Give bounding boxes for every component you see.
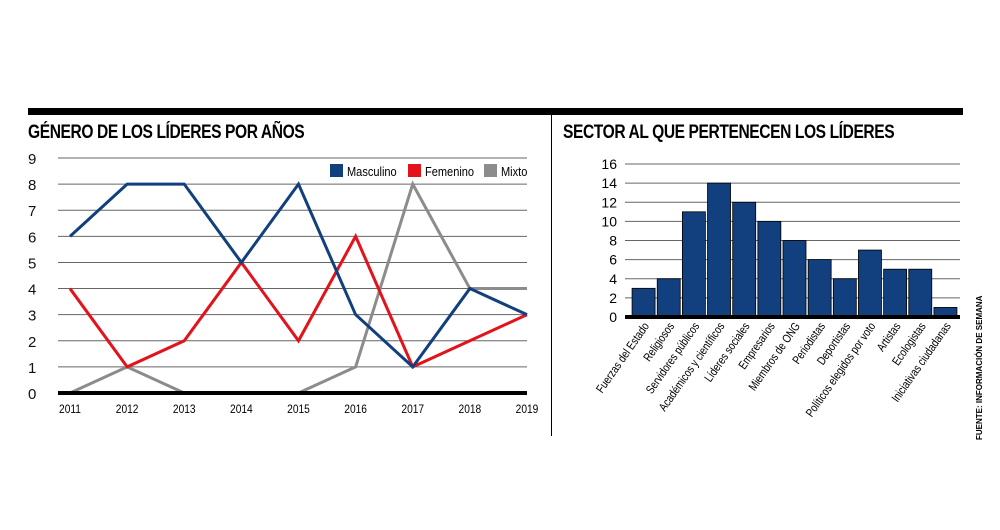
- bar-7: [807, 259, 832, 318]
- y-tick-label: 8: [609, 233, 617, 249]
- x-tick-label: 2011: [59, 403, 81, 416]
- x-tick-label: 2016: [344, 403, 367, 416]
- legend-swatch-femenino: [408, 164, 421, 177]
- x-tick-label: 2013: [173, 403, 196, 416]
- bar-9: [858, 249, 882, 318]
- y-tick-label: 4: [609, 271, 617, 287]
- bar-0: [631, 287, 656, 318]
- y-tick-label: 3: [28, 308, 36, 325]
- bar-4: [732, 201, 757, 318]
- legend-label: Femenino: [425, 164, 474, 179]
- bar-8: [832, 278, 857, 318]
- line-chart-title: GÉNERO DE LOS LÍDERES POR AÑOS: [28, 122, 305, 143]
- y-tick-label: 0: [28, 386, 36, 403]
- y-tick-label: 14: [601, 175, 617, 191]
- bar-1: [656, 278, 681, 318]
- bar-chart-title: SECTOR AL QUE PERTENECEN LOS LÍDERES: [563, 122, 895, 143]
- y-tick-label: 2: [609, 290, 617, 306]
- legend-label: Mixto: [501, 164, 528, 179]
- y-tick-label: 1: [28, 360, 36, 377]
- bar-11: [908, 268, 933, 318]
- x-tick-label: 2018: [459, 403, 482, 416]
- x-tick-label: 2017: [401, 403, 424, 416]
- divider: [551, 114, 552, 436]
- legend-swatch-masculino: [330, 164, 343, 177]
- bar-5: [757, 220, 782, 318]
- bar-3: [707, 182, 731, 318]
- y-tick-label: 6: [28, 229, 36, 246]
- y-tick-label: 8: [28, 177, 36, 194]
- x-tick-label: 2015: [287, 403, 310, 416]
- top-rule: [28, 108, 963, 115]
- bar-6: [782, 240, 807, 318]
- legend-swatch-mixto: [484, 164, 497, 177]
- y-tick-label: 12: [601, 194, 617, 210]
- y-tick-label: 10: [601, 213, 617, 229]
- bar-10: [883, 268, 908, 318]
- x-tick-label: 2012: [116, 403, 139, 416]
- y-tick-label: 16: [601, 156, 617, 172]
- y-tick-label: 5: [28, 255, 36, 272]
- series-line-masculino: [68, 181, 528, 370]
- legend-label: Masculino: [347, 164, 397, 179]
- y-tick-label: 6: [609, 252, 617, 268]
- x-tick-label: 2014: [230, 403, 253, 416]
- x-tick-label: 2019: [516, 403, 539, 416]
- y-tick-label: 4: [28, 282, 36, 299]
- bar-2: [681, 211, 706, 318]
- y-tick-label: 7: [28, 203, 36, 220]
- y-tick-label: 2: [28, 334, 36, 351]
- y-tick-label: 0: [609, 309, 617, 325]
- y-tick-label: 9: [28, 151, 36, 168]
- series-line-femenino: [68, 232, 528, 369]
